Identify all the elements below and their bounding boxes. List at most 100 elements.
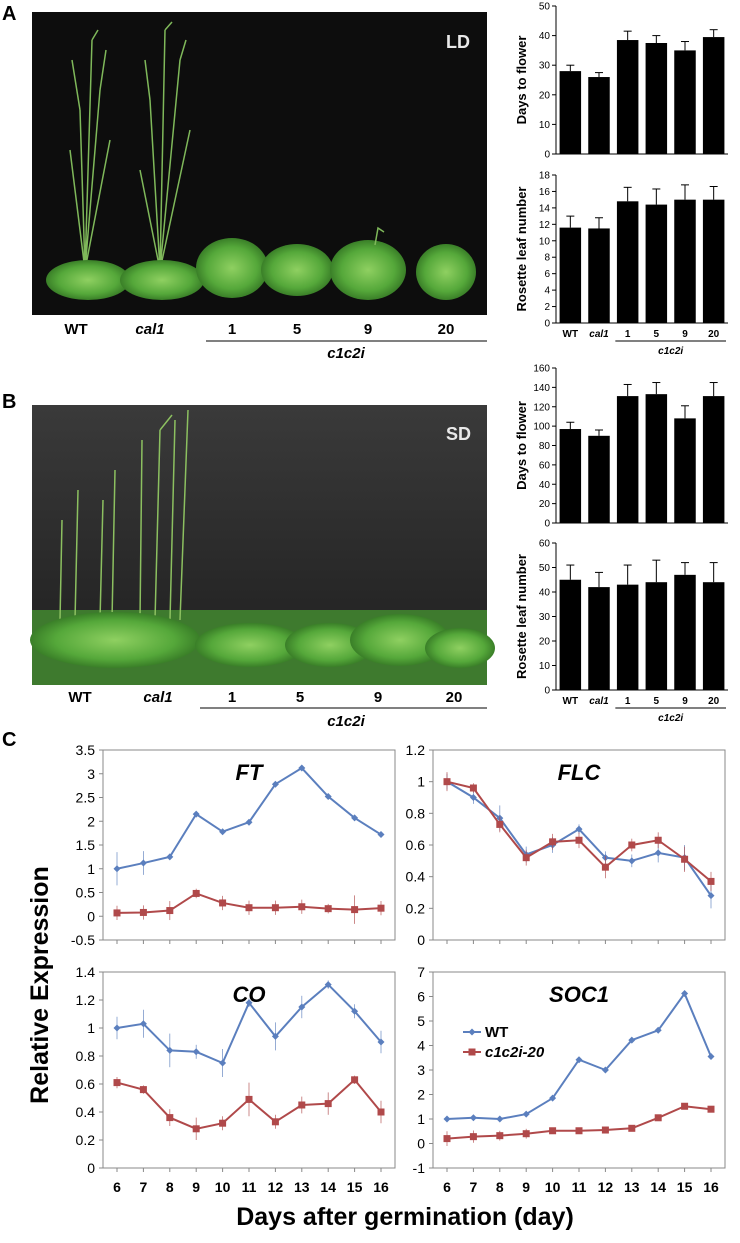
data-point [245,999,253,1007]
data-point [522,1110,530,1118]
y-tick-label: 0 [417,1136,425,1152]
data-point [219,1059,227,1067]
bar [588,587,610,690]
geno-a-2: 1 [228,321,236,338]
photo-b-condition: SD [446,424,471,444]
y-tick-label: 0 [87,1160,95,1176]
bar [588,435,610,523]
y-tick-label: 14 [539,203,551,214]
data-point [601,1066,609,1074]
x-tick-label: 7 [470,1179,478,1195]
data-point [166,1046,174,1054]
data-point [192,1048,200,1056]
bar [674,50,696,154]
y-tick-label: 6 [544,269,550,280]
data-point [707,1053,715,1061]
bar [616,396,639,523]
data-point [113,1079,121,1087]
panel-letter-c: C [2,729,16,751]
y-tick-label: 3 [417,1062,425,1078]
data-point [628,841,636,849]
bar-chart-a-days: 0 10 20 30 40 50 Days to flower [514,2,728,161]
data-point [469,1133,477,1141]
x-tick-label: 6 [443,1179,451,1195]
y-tick-label: 0.2 [76,1132,96,1148]
plant-a-wt [69,29,111,271]
data-point [219,828,227,836]
y-tick-label: -1 [413,1160,426,1176]
data-point [496,1132,504,1140]
data-point [443,1115,451,1123]
data-point [522,1130,530,1138]
geno-b-1: cal1 [143,689,172,706]
data-point [113,909,121,917]
data-point [654,849,662,857]
y-tick-label: -0.5 [71,932,95,948]
rosette-a-wt [46,260,130,300]
x-tick-label: WT [563,696,579,707]
data-point [351,1076,359,1084]
geno-a-0: WT [64,321,87,338]
bar [645,582,668,690]
plants-b-bolted [59,409,189,621]
data-point [271,1118,279,1126]
y-tick-label: 12 [539,220,551,231]
data-point [351,1007,359,1015]
x-shared-label: Days after germination (day) [236,1203,574,1231]
data-point [496,820,504,828]
rosettes-b-9 [350,614,450,666]
y-tick-label: 1 [417,774,425,790]
data-point [601,1126,609,1134]
legend-marker [468,1028,476,1036]
group-label-a: c1c2i [327,345,365,362]
y-tick-label: 2 [87,813,95,829]
data-point [192,889,200,897]
data-point [575,1127,583,1135]
y-tick-label: 20 [539,637,551,648]
rosettes-b-wt-cal1 [30,612,200,668]
bar [616,40,639,154]
data-point [601,863,609,871]
x-tick-label: cal1 [589,329,609,340]
y-tick-label: 7 [417,964,425,980]
rosette-a-5 [261,244,333,296]
data-point [549,1127,557,1135]
geno-a-1: cal1 [135,321,164,338]
y-tick-label: 120 [533,402,550,413]
legend-marker [468,1048,476,1056]
y-tick-label: 60 [539,539,551,550]
y-tick-label: 80 [539,441,551,452]
geno-a-4: 9 [364,321,372,338]
x-tick-label: 5 [654,696,660,707]
y-tick-label: 40 [539,480,551,491]
gene-title: FLC [558,760,602,785]
y-tick-label: 0 [87,908,95,924]
panel-letter-a: A [2,3,16,25]
y-tick-label: 8 [544,253,550,264]
bar [645,204,668,323]
line-chart-ft: -0.5 0 0.5 1 1.5 2 2.5 3 3.5 FT [71,742,396,948]
data-point [575,1056,583,1064]
data-point [298,764,306,772]
data-point [324,981,332,989]
data-point [351,906,359,914]
group-label: c1c2i [658,346,683,357]
y-tick-label: 2 [544,302,550,313]
x-tick-label: 6 [113,1179,121,1195]
photo-a-condition: LD [446,32,470,52]
bar [645,394,668,523]
x-tick-label: 8 [166,1179,174,1195]
photo-a: LD [32,12,487,315]
x-tick-label: 20 [708,696,720,707]
data-point [139,1020,147,1028]
data-point [139,908,147,916]
data-point [324,905,332,913]
bolt-a-9 [374,226,385,246]
data-point [245,1095,253,1103]
data-point [166,907,174,915]
group-label-b: c1c2i [327,713,365,730]
y-tick-label: 0 [417,932,425,948]
y-tick-label: 0 [544,150,550,161]
data-point [245,904,253,912]
y-axis-label: Days to flower [514,401,529,490]
